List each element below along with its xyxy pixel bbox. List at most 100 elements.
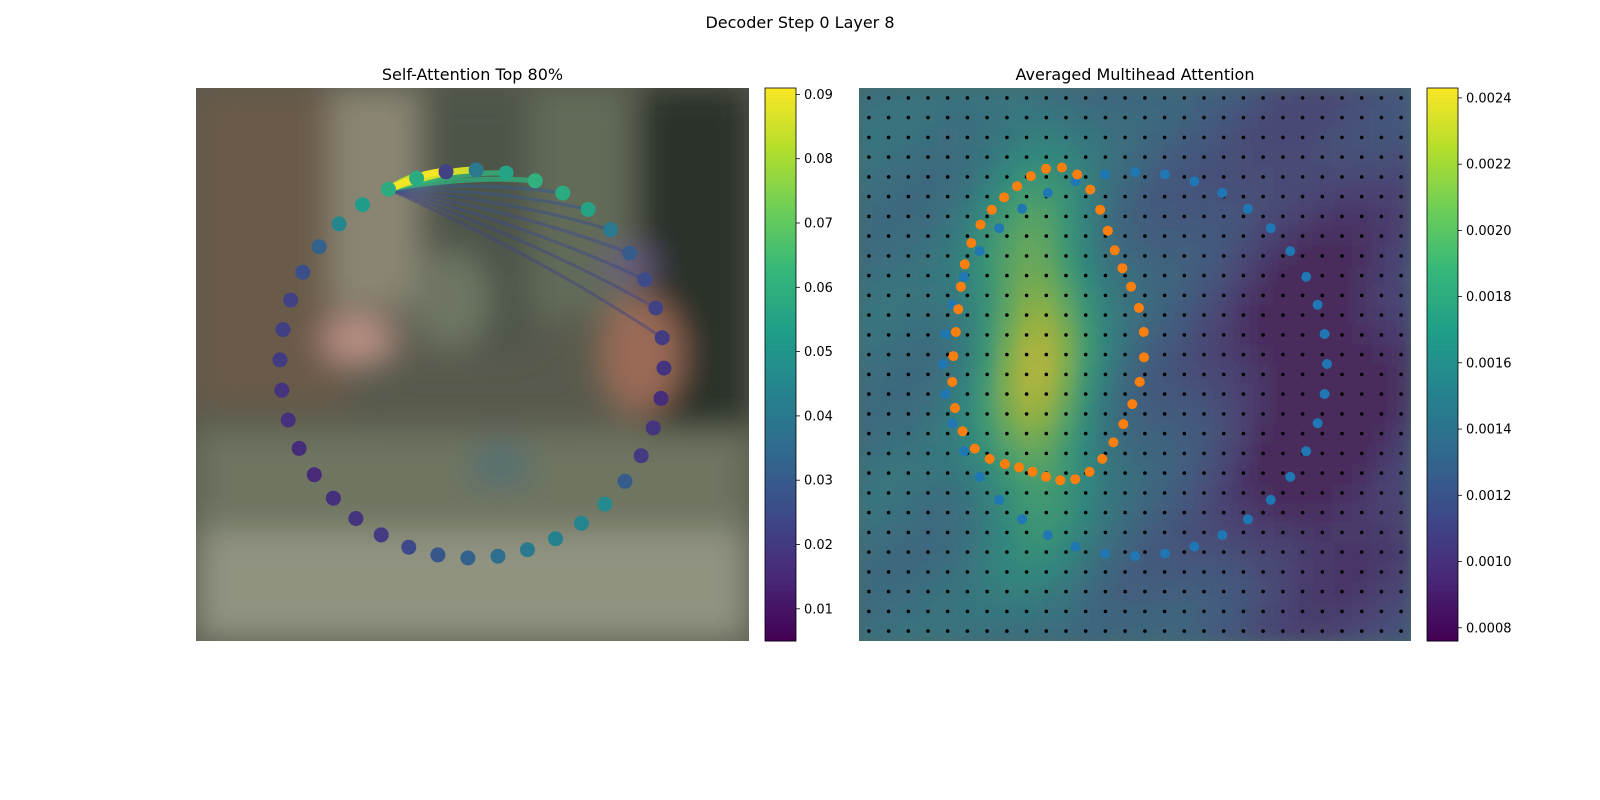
colorbar-segment: [765, 332, 796, 338]
colorbar-segment: [765, 521, 796, 527]
grid-dot: [1044, 234, 1049, 238]
contour-node: [653, 390, 669, 406]
orange-contour-points: [947, 162, 1149, 486]
grid-dot: [945, 96, 950, 100]
blue-point: [1319, 389, 1330, 399]
grid-dot: [1162, 135, 1167, 140]
grid-dot: [1261, 609, 1265, 614]
grid-dot: [1340, 155, 1344, 159]
colorbar-segment: [1427, 152, 1458, 158]
grid-dot: [1044, 96, 1049, 100]
contour-node: [280, 412, 296, 428]
colorbar-segment: [1427, 157, 1458, 163]
grid-dot: [1202, 431, 1206, 436]
grid-dot: [965, 333, 970, 337]
grid-dot: [1202, 530, 1206, 535]
grid-dot: [1202, 491, 1206, 495]
grid-dot: [1024, 392, 1029, 396]
grid-dot: [1241, 491, 1246, 495]
grid-dot: [1320, 550, 1325, 554]
grid-dot: [1143, 392, 1147, 396]
grid-dot: [1379, 412, 1384, 416]
grid-dot: [1103, 412, 1108, 416]
orange-point: [1108, 437, 1119, 448]
grid-dot: [1221, 372, 1226, 377]
grid-dot: [1241, 471, 1246, 475]
grid-dot: [1281, 412, 1285, 416]
contour-node: [275, 322, 291, 338]
grid-dot: [1162, 155, 1167, 159]
grid-dot: [1340, 570, 1344, 574]
grid-dot: [1044, 412, 1049, 416]
grid-dot: [1182, 510, 1187, 515]
colorbar-segment: [1427, 553, 1458, 559]
grid-dot: [945, 629, 950, 633]
grid-dot: [1182, 550, 1187, 554]
grid-dot: [1241, 194, 1246, 199]
grid-dot: [1103, 214, 1108, 219]
grid-dot: [926, 115, 930, 120]
grid-dot: [1241, 412, 1246, 416]
contour-node: [645, 420, 661, 436]
colorbar-segment: [1427, 124, 1458, 130]
grid-dot: [1281, 510, 1285, 515]
grid-dot: [1024, 273, 1029, 278]
colorbar-tick-label: 0.0012: [1466, 489, 1512, 504]
grid-dot: [1143, 194, 1147, 199]
colorbar-segment: [1427, 295, 1458, 301]
colorbar-segment: [765, 157, 796, 163]
colorbar-frame: [764, 87, 797, 642]
colorbar-segment: [765, 392, 796, 398]
grid-dot: [1281, 155, 1285, 159]
attention-edge: [387, 187, 658, 310]
grid-dot: [1044, 254, 1049, 258]
colorbar-segment: [1427, 244, 1458, 250]
grid-dot: [1202, 471, 1206, 475]
grid-dot: [1143, 629, 1147, 633]
colorbar-segment: [1427, 410, 1458, 416]
grid-dot: [1320, 471, 1325, 475]
grid-dot: [1162, 352, 1167, 357]
colorbar-segment: [765, 401, 796, 407]
contour-node: [555, 185, 571, 201]
grid-dot: [945, 570, 950, 574]
contour-node: [325, 490, 341, 506]
colorbar-segment: [1427, 442, 1458, 448]
grid-dot: [886, 491, 891, 495]
attention-edge: [386, 187, 590, 212]
grid-dot: [1064, 352, 1068, 357]
grid-dot: [926, 96, 930, 100]
colorbar-segment: [765, 272, 796, 278]
grid-dot: [1241, 96, 1246, 100]
grid-dot: [1300, 471, 1305, 475]
grid-dot: [1064, 135, 1068, 140]
grid-dot: [1182, 412, 1187, 416]
grid-dot: [945, 412, 950, 416]
colorbar-segment: [765, 493, 796, 499]
grid-dot: [1399, 629, 1403, 633]
colorbar-segment: [1427, 193, 1458, 200]
colorbar-segment: [765, 516, 796, 522]
grid-dot: [1202, 234, 1206, 238]
colorbar-segment: [1427, 539, 1458, 545]
colorbar-segment: [765, 115, 796, 121]
grid-dot: [1379, 431, 1384, 436]
grid-dot: [945, 491, 950, 495]
grid-dot: [1241, 254, 1246, 258]
colorbar-segment: [765, 327, 796, 333]
grid-dot: [886, 254, 891, 258]
colorbar-segment: [1427, 387, 1458, 393]
grid-dot: [1162, 491, 1167, 495]
orange-point: [1055, 475, 1066, 486]
grid-dot: [1182, 234, 1187, 238]
grid-dot: [1281, 214, 1285, 219]
colorbar-segment: [1427, 576, 1458, 582]
grid-dot: [1281, 609, 1285, 614]
grid-dot: [1320, 609, 1325, 614]
colorbar-tick-label: 0.06: [804, 281, 833, 296]
orange-point: [1070, 474, 1081, 485]
grid-dot: [1320, 491, 1325, 495]
grid-dot: [1103, 333, 1108, 337]
grid-dot: [867, 96, 871, 100]
colorbar-segment: [765, 143, 796, 149]
